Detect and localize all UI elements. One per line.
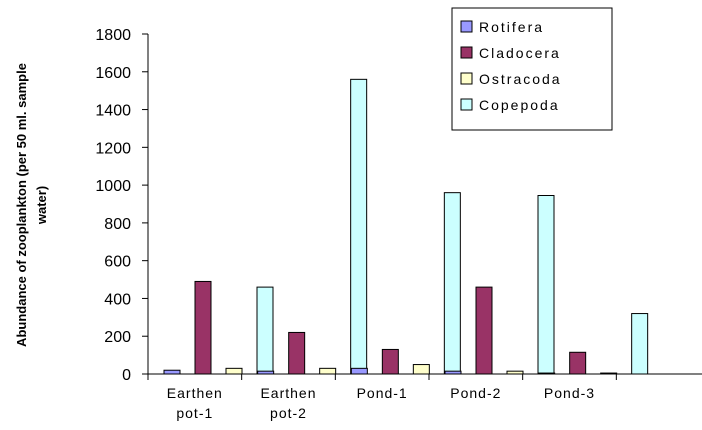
legend-box xyxy=(451,7,613,131)
axes xyxy=(147,34,702,380)
y-tick-label: 1200 xyxy=(95,140,131,157)
bar-rotifera xyxy=(163,369,181,375)
legend: Rotifera Cladocera Ostracoda Copepoda xyxy=(451,7,613,131)
legend-swatch xyxy=(460,46,473,59)
y-tick-label: 800 xyxy=(104,216,131,233)
x-category-label-line: Pond-3 xyxy=(544,385,595,401)
bar-copepoda xyxy=(443,192,461,375)
y-axis-title: Abundance of zooplankton (per 50 ml. sam… xyxy=(14,63,49,347)
bar-ostracoda xyxy=(412,364,430,375)
y-tick-label: 1400 xyxy=(95,103,131,120)
x-category-label-line: Pond-1 xyxy=(357,385,408,401)
x-axis-labels: Earthen pot-1 Earthen pot-2 Pond-1 Pond-2 Pond… xyxy=(167,385,595,421)
y-tick-label: 0 xyxy=(122,367,131,384)
x-category-label-line: pot-1 xyxy=(176,405,213,421)
bar-cladocera xyxy=(194,280,212,375)
x-category-label-line: Earthen xyxy=(260,385,316,401)
x-category-label: Earthen pot-2 xyxy=(260,385,316,421)
bar-ostracoda xyxy=(319,367,337,375)
x-category-label-line: Earthen xyxy=(167,385,223,401)
legend-label: Rotifera xyxy=(479,19,544,35)
x-category-label: Pond-3 xyxy=(544,385,595,401)
y-axis-ticks: 0 200 400 600 800 1000 1200 1400 1600 1800 xyxy=(95,27,148,384)
legend-label: Cladocera xyxy=(479,45,561,61)
y-tick-label: 1600 xyxy=(95,65,131,82)
bar-ostracoda xyxy=(225,367,243,375)
bar-cladocera xyxy=(288,331,306,375)
x-category-label: Earthen pot-1 xyxy=(167,385,223,421)
x-category-label-line: Pond-2 xyxy=(450,385,501,401)
legend-swatch xyxy=(460,98,473,111)
bar-rotifera xyxy=(444,370,462,375)
bar-copepoda xyxy=(537,195,555,375)
bar-ostracoda xyxy=(600,372,618,375)
bars xyxy=(163,78,649,375)
bar-ostracoda xyxy=(506,370,524,375)
y-axis-title-line: Abundance of zooplankton (per 50 ml. sam… xyxy=(14,63,29,347)
y-axis-label: Abundance of zooplankton (per 50 ml. sam… xyxy=(14,63,49,347)
bar-copepoda xyxy=(350,78,368,375)
legend-label: Ostracoda xyxy=(479,71,562,87)
bar-cladocera xyxy=(381,348,399,375)
y-tick-label: 1800 xyxy=(95,27,131,44)
y-tick-label: 1000 xyxy=(95,178,131,195)
legend-swatch xyxy=(460,20,473,33)
x-category-label: Pond-2 xyxy=(450,385,501,401)
legend-swatch xyxy=(460,72,473,85)
bar-cladocera xyxy=(475,286,493,375)
y-tick-label: 600 xyxy=(104,254,131,271)
y-tick-label: 200 xyxy=(104,329,131,346)
x-category-label: Pond-1 xyxy=(357,385,408,401)
legend-label: Copepoda xyxy=(479,97,560,113)
bar-cladocera xyxy=(569,351,587,375)
bar-rotifera xyxy=(350,367,368,375)
x-category-label-line: pot-2 xyxy=(270,405,307,421)
y-tick-label: 400 xyxy=(104,291,131,308)
bar-copepoda xyxy=(256,286,274,375)
bar-rotifera xyxy=(257,370,275,375)
bar-rotifera xyxy=(538,372,556,375)
bar-copepoda xyxy=(631,313,649,375)
y-axis-title-line: water) xyxy=(34,186,49,225)
